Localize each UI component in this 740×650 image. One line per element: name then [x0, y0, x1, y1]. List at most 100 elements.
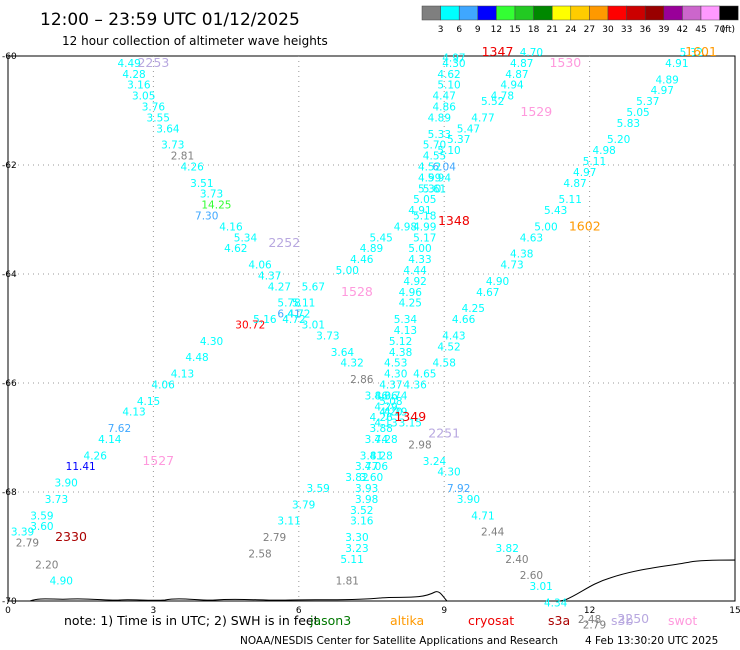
wave-height-label: 4.15: [137, 396, 160, 408]
colorbar-label: 9: [475, 25, 481, 35]
pass-time-label: 2250: [617, 611, 649, 626]
wave-height-label: 3.79: [292, 499, 315, 511]
wave-height-label: 3.23: [345, 543, 368, 555]
wave-height-label: 6.41: [277, 309, 300, 321]
colorbar-label: 6: [456, 25, 462, 35]
wave-height-label: 4.49: [117, 58, 140, 70]
wave-height-label: 3.86: [365, 390, 389, 402]
wave-height-label: 7.92: [447, 483, 470, 495]
wave-height-label: 4.20: [379, 407, 402, 419]
pass-time-label: 1528: [341, 284, 373, 299]
wave-height-label: 5.94: [428, 172, 452, 184]
colorbar-swatch: [551, 5, 572, 21]
wave-height-label: 4.29: [374, 401, 397, 413]
footer-credit: NOAA/NESDIS Center for Satellite Applica…: [240, 635, 558, 647]
wave-height-label: 3.88: [369, 423, 392, 435]
pass-time-label: 1527: [142, 453, 174, 468]
wave-height-label: 4.58: [433, 358, 456, 370]
wave-height-label: 3.98: [355, 494, 378, 506]
wave-height-label: 3.39: [11, 527, 34, 539]
wave-height-label: 4.13: [374, 418, 397, 430]
wave-height-label: 3.59: [30, 510, 53, 522]
wave-height-label: 4.72: [287, 309, 310, 321]
wave-height-label: 4.91: [408, 205, 431, 217]
pass-time-label: 2251: [428, 426, 460, 441]
wave-height-label: 2.60: [520, 570, 543, 582]
wave-height-label: 3.81: [360, 450, 383, 462]
wave-height-label: 5.43: [544, 205, 567, 217]
wave-height-label: 5.11: [559, 194, 582, 206]
wave-height-label: 5.00: [534, 221, 557, 233]
wave-height-label: 4.65: [413, 369, 436, 381]
colorbar-legend: 3 6 9 12 15 18 21 24 27 30 33 36 39 42 45 70(ft): [421, 5, 739, 35]
colorbar-swatch: [682, 5, 702, 21]
wave-height-label: 4.89: [428, 112, 451, 124]
wave-height-label: 4.28: [374, 434, 397, 446]
wave-height-label: 3.11: [277, 516, 300, 528]
wave-height-label: 4.97: [573, 167, 596, 179]
wave-height-label: 3.60: [360, 472, 383, 484]
wave-height-label: 4.92: [403, 276, 426, 288]
wave-height-label: 2.20: [35, 559, 58, 571]
wave-height-label: 4.86: [433, 102, 457, 114]
wave-height-label: 5.10: [437, 80, 460, 92]
wave-height-label: 5.12: [389, 336, 412, 348]
colorbar-swatch: [458, 5, 479, 21]
wave-height-label: 3.74: [384, 390, 408, 402]
wave-height-label: 4.77: [471, 112, 494, 124]
wave-height-label: 4.55: [423, 151, 446, 163]
wave-height-label: 4.34: [544, 597, 568, 609]
y-tick-label: -62: [2, 161, 17, 171]
wave-height-label: 4.06: [151, 379, 175, 391]
y-tick-label: -66: [2, 379, 17, 389]
colorbar-label: 30: [602, 25, 614, 35]
grid-lines: [8, 56, 735, 601]
wave-height-label: 4.43: [442, 330, 465, 342]
wave-height-label: 5.37: [447, 134, 470, 146]
wave-height-label: 3.82: [496, 543, 519, 555]
colorbar-label: 42: [677, 25, 688, 35]
wave-height-label: 4.72: [282, 314, 305, 326]
wave-height-label: 3.77: [355, 461, 378, 473]
pass-time-label: 1347: [482, 44, 514, 59]
colorbar-swatch: [644, 5, 665, 21]
wave-height-label: 4.53: [384, 358, 407, 370]
y-tick-label: -60: [2, 52, 17, 62]
coastline: [29, 591, 448, 602]
wave-height-label: 4.90: [50, 576, 73, 588]
wave-height-label: 4.70: [520, 47, 543, 59]
colorbar-swatch: [589, 5, 609, 21]
x-tick-label: 6: [296, 606, 302, 616]
wave-height-label: 4.63: [520, 232, 543, 244]
wave-height-label: 4.30: [384, 369, 407, 381]
wave-height-label: 3.24: [423, 456, 447, 468]
wave-height-label: 4.94: [500, 80, 524, 92]
wave-height-label: 3.73: [200, 189, 223, 201]
wave-height-label: 2.86: [350, 374, 374, 386]
wave-height-label: 11.41: [66, 461, 96, 473]
pass-time-label: 1348: [438, 213, 470, 228]
colorbar-swatch: [607, 5, 627, 21]
pass-time-label: 2330: [55, 529, 87, 544]
wave-height-label: 5.34: [394, 314, 418, 326]
wave-height-label: 4.97: [442, 52, 465, 64]
colorbar-label: 3: [438, 25, 444, 35]
wave-height-label: 4.06: [248, 260, 272, 272]
wave-height-label: 4.26: [180, 161, 204, 173]
wave-height-label: 5.16: [253, 314, 277, 326]
colorbar-swatch: [440, 5, 460, 21]
wave-height-label: 4.13: [122, 407, 145, 419]
wave-height-label: 3.73: [45, 494, 68, 506]
wave-height-label: 4.38: [389, 347, 412, 359]
wave-height-label: 5.45: [369, 232, 392, 244]
wave-height-label: 2.48: [578, 614, 601, 626]
wave-height-label: 3.52: [350, 505, 373, 517]
wave-height-label: 4.99: [418, 172, 441, 184]
wave-height-label: 4.98: [592, 145, 615, 157]
wave-height-label: 6.04: [433, 161, 457, 173]
wave-height-label: 4.25: [399, 298, 422, 310]
wave-height-label: 4.44: [403, 265, 427, 277]
satellite-legend-cryosat: cryosat: [468, 613, 514, 628]
wave-height-label: 3.73: [161, 140, 184, 152]
wave-height-label: 4.28: [122, 69, 145, 81]
